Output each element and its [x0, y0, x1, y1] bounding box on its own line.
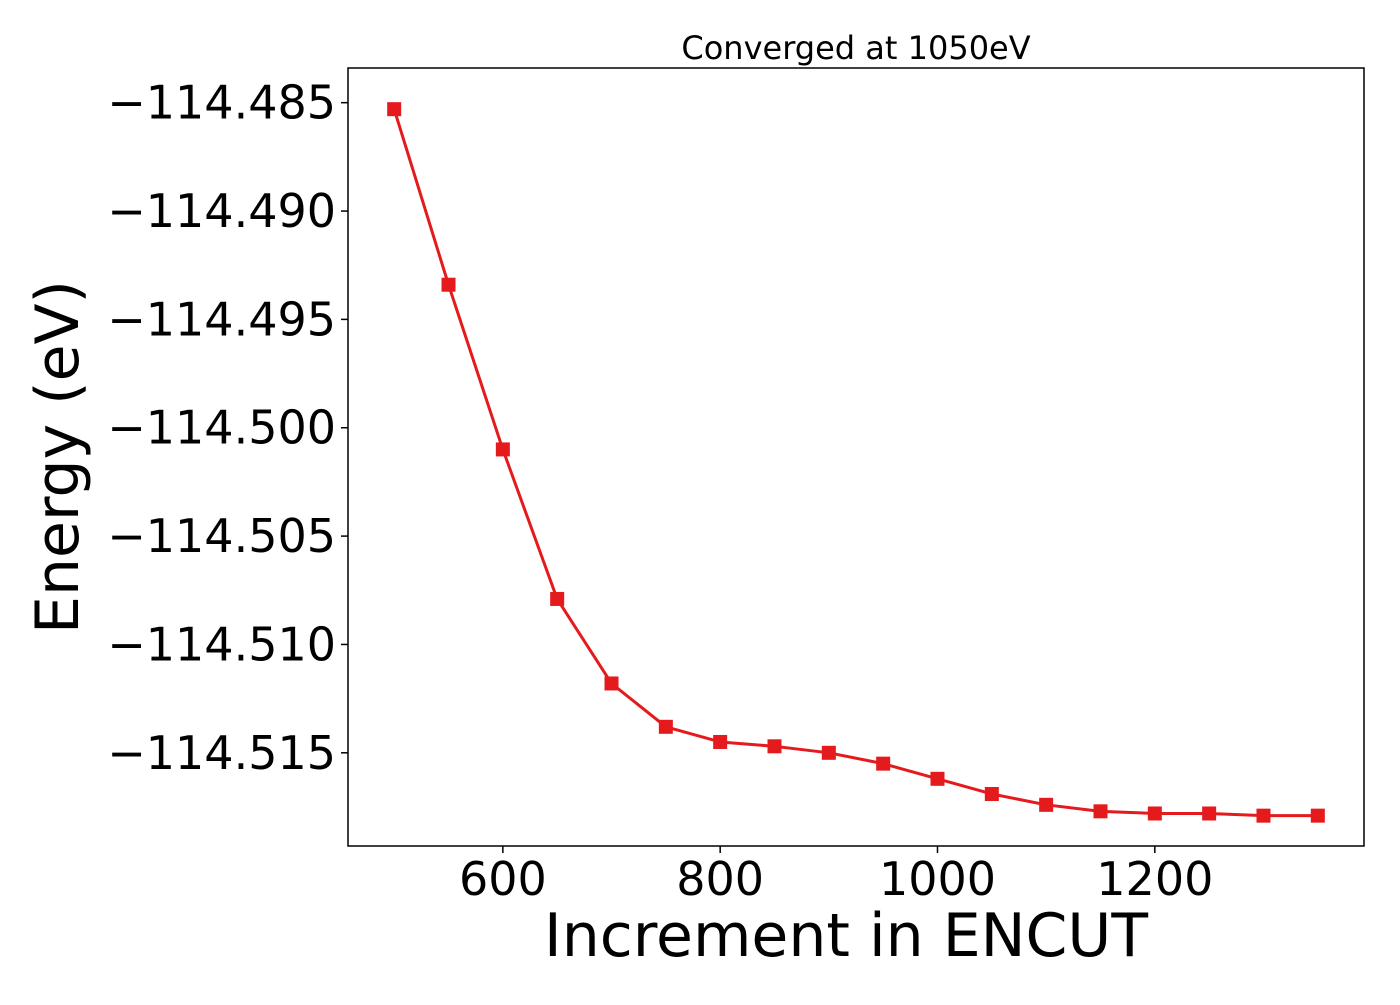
data-point — [930, 771, 945, 786]
data-point — [767, 739, 782, 754]
data-point — [387, 102, 402, 117]
x-axis-label: Increment in ENCUT — [544, 901, 1148, 971]
x-tick-label: 800 — [676, 852, 764, 906]
x-tick-label: 600 — [459, 852, 547, 906]
plot-frame — [347, 67, 1365, 847]
data-point — [658, 719, 673, 734]
data-point — [1202, 806, 1217, 821]
data-point — [1039, 797, 1054, 812]
y-tick-label: −114.515 — [107, 726, 336, 780]
y-tick-label: −114.500 — [107, 401, 336, 455]
data-point — [1147, 806, 1162, 821]
data-point — [1093, 804, 1108, 819]
data-point — [550, 591, 565, 606]
data-point — [1310, 808, 1325, 823]
x-tick-label: 1000 — [879, 852, 996, 906]
y-tick-label: −114.485 — [107, 76, 336, 130]
y-tick-label: −114.495 — [107, 292, 336, 346]
data-point — [876, 756, 891, 771]
series-layer — [387, 102, 1325, 823]
data-point — [495, 442, 510, 457]
data-point — [604, 676, 619, 691]
data-point — [713, 734, 728, 749]
y-axis-label: Energy (eV) — [23, 280, 93, 634]
y-tick-label: −114.505 — [107, 509, 336, 563]
data-point — [1256, 808, 1271, 823]
y-tick-label: −114.490 — [107, 184, 336, 238]
data-point — [984, 786, 999, 801]
series-line — [392, 108, 1318, 818]
data-point — [441, 277, 456, 292]
data-point — [821, 745, 836, 760]
x-tick-label: 1200 — [1096, 852, 1213, 906]
axes-layer: 600 800 1000 1200 −114.485 −114.490 −114.495 −1… — [107, 76, 1213, 906]
chart-title: Converged at 1050eV — [681, 29, 1030, 67]
y-tick-label: −114.510 — [107, 617, 336, 671]
